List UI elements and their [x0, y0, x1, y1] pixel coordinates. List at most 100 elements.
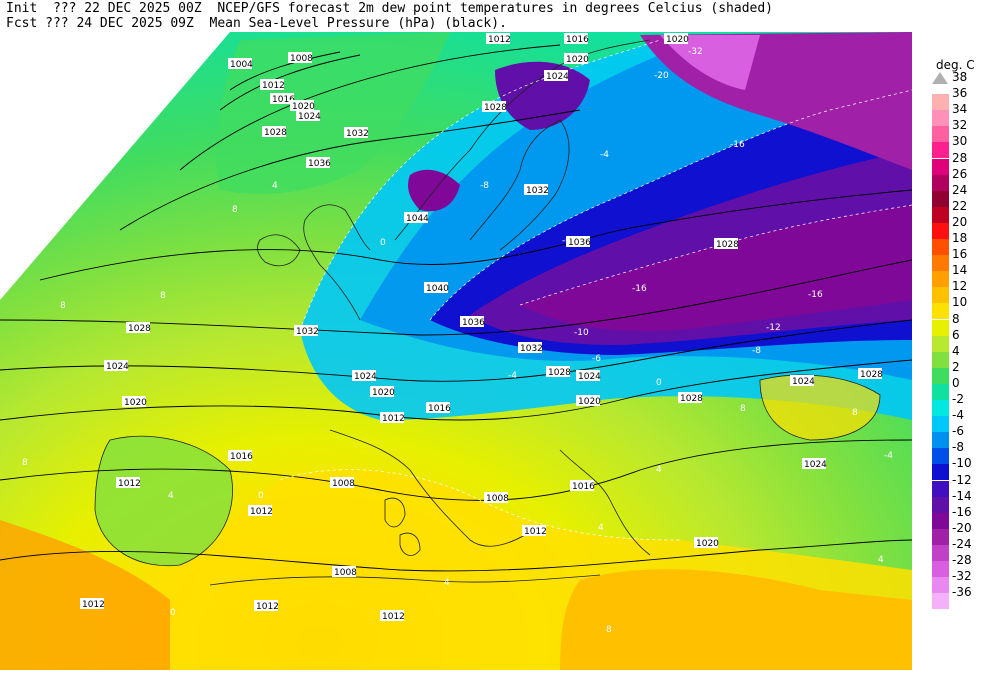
isobar-label: 1032 [296, 327, 319, 337]
isobar-label: 1020 [124, 398, 147, 408]
legend-swatch [932, 351, 949, 368]
legend-value: -32 [952, 569, 972, 584]
isobar-label: 1032 [526, 186, 549, 196]
legend-swatch [932, 561, 949, 577]
legend-value: 16 [952, 247, 968, 262]
isobar-label: 1028 [128, 324, 151, 334]
legend-value: -12 [952, 472, 972, 487]
isobar-label: 1012 [382, 414, 405, 424]
legend-entry: 26 [928, 167, 988, 191]
legend-entry: 38 [928, 70, 988, 94]
legend-entry: -32 [928, 569, 988, 594]
dewpoint-label: -20 [654, 71, 669, 81]
legend-entry: -4 [928, 408, 988, 433]
legend-swatch [932, 432, 949, 449]
dewpoint-label: -32 [688, 47, 703, 57]
dewpoint-label: -10 [574, 328, 589, 338]
isobar-label: 1016 [230, 452, 253, 462]
isobar-label: 1028 [264, 128, 287, 138]
isobar-label: 1028 [860, 370, 883, 380]
legend-swatch [932, 239, 949, 255]
legend-entry: 4 [928, 344, 988, 368]
legend-swatch [932, 255, 949, 272]
legend-swatch [932, 206, 949, 223]
legend-swatch [932, 416, 949, 433]
legend-entry: 0 [928, 376, 988, 400]
legend-entry: -24 [928, 537, 988, 561]
isobar-label: 1012 [256, 602, 279, 612]
legend-swatch [932, 142, 949, 159]
legend-value: 10 [952, 295, 968, 310]
dewpoint-label: 8 [160, 291, 166, 301]
legend-swatch [932, 110, 949, 127]
isobar-label: 1004 [230, 60, 253, 70]
legend-entry: 10 [928, 295, 988, 320]
dewpoint-shading [0, 32, 912, 670]
legend-swatch [932, 496, 949, 513]
legend-value: 32 [952, 118, 968, 133]
dewpoint-label: 4 [444, 578, 450, 588]
dewpoint-label: 8 [606, 625, 612, 635]
legend-swatch [932, 126, 949, 143]
dewpoint-label: -6 [562, 236, 571, 246]
isobar-label: 1016 [272, 95, 295, 105]
legend-entry: -14 [928, 489, 988, 513]
legend-entry: -2 [928, 392, 988, 416]
legend-value: 4 [952, 343, 960, 358]
isobar-label: 1024 [792, 377, 815, 387]
legend-swatch [932, 480, 949, 497]
legend-entry: -20 [928, 521, 988, 545]
dewpoint-label: 8 [852, 408, 858, 418]
isobar-label: 1036 [308, 159, 331, 169]
isobar-label: 1024 [106, 362, 129, 372]
legend-entry: 30 [928, 134, 988, 159]
legend-value: 0 [952, 375, 960, 390]
legend-entry: -28 [928, 553, 988, 577]
dewpoint-label: -8 [752, 346, 761, 356]
legend-swatch [932, 319, 949, 336]
legend-value: -2 [952, 392, 964, 406]
isobar-label: 1020 [566, 55, 589, 65]
legend-value: 18 [952, 231, 968, 245]
dewpoint-label: -4 [600, 150, 609, 160]
isobar-label: 1020 [292, 102, 315, 112]
legend-entry: 32 [928, 118, 988, 143]
dewpoint-contours [279, 39, 912, 541]
legend-entry: 14 [928, 263, 988, 288]
dewpoint-label: -4 [884, 451, 893, 461]
legend-value: -28 [952, 553, 972, 567]
dewpoint-label: -16 [632, 284, 647, 294]
isobar-label: 1012 [382, 612, 405, 622]
dewpoint-label: 4 [656, 465, 662, 475]
isobar-label: 1012 [488, 35, 511, 45]
legend-swatch [932, 528, 949, 545]
legend-unit: deg. C [936, 58, 975, 72]
legend-swatch [932, 303, 949, 320]
legend-value: 22 [952, 198, 968, 213]
isobar-label: 1016 [566, 35, 589, 45]
isobar-label: 1028 [716, 240, 739, 250]
legend-swatch [932, 190, 949, 207]
legend-value: 14 [952, 263, 968, 278]
isobar-label: 1012 [82, 600, 105, 610]
legend-swatch [932, 271, 949, 288]
legend-value: -4 [952, 408, 964, 423]
legend-swatch [932, 94, 949, 111]
legend-value: 20 [952, 214, 968, 229]
isobar-label: 1016 [572, 482, 595, 492]
legend-value: 30 [952, 134, 968, 149]
dewpoint-label: 0 [170, 608, 176, 618]
isobar-label: 1024 [546, 72, 569, 82]
legend-swatch [932, 448, 949, 465]
isobar-label: 1024 [354, 372, 377, 382]
isobar-label: 1008 [486, 494, 509, 504]
dewpoint-label: -8 [480, 181, 489, 191]
dewpoint-label: -12 [766, 323, 781, 333]
isobar-label: 1024 [298, 112, 321, 122]
legend-value: 24 [952, 182, 968, 197]
dewpoint-label: 4 [272, 181, 278, 191]
legend-entry: -10 [928, 456, 988, 481]
isobar-label: 1020 [578, 397, 601, 407]
isobar-label: 1012 [262, 81, 285, 91]
legend-entry: -36 [928, 585, 988, 610]
